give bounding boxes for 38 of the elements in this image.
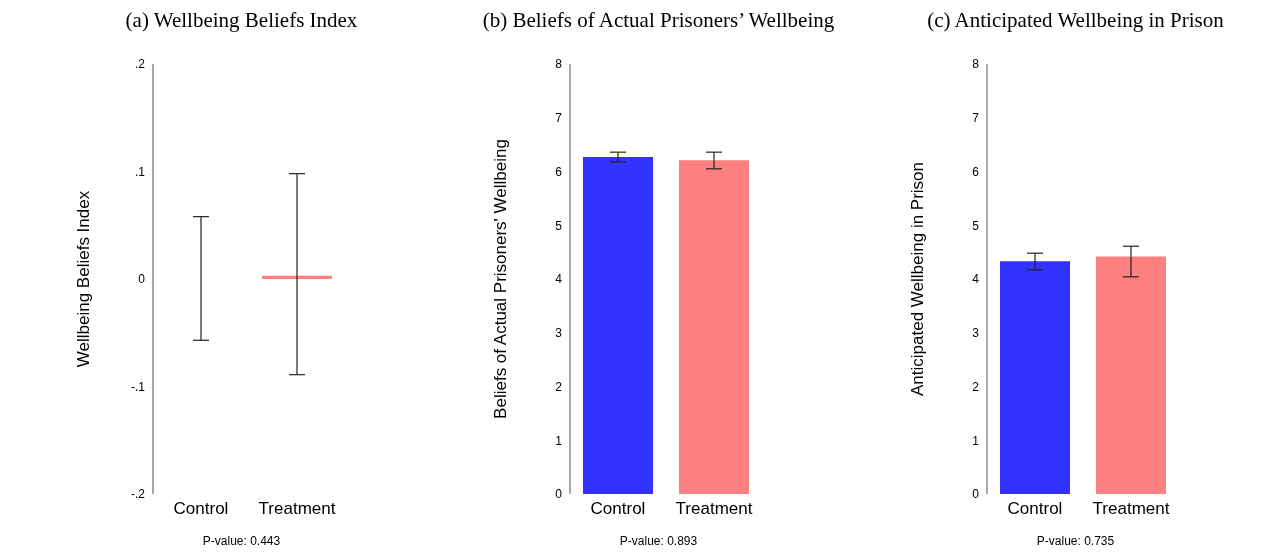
y-tick-label: 7	[555, 111, 563, 126]
y-tick-label: 8	[555, 57, 563, 72]
chart-title: (c) Anticipated Wellbeing in Prison	[926, 8, 1225, 34]
y-tick-label: 7	[972, 111, 980, 126]
y-tick-label: .2	[134, 57, 146, 72]
y-tick-label: 8	[972, 57, 980, 72]
y-tick-label: 4	[555, 272, 563, 287]
y-tick-label: 2	[972, 379, 980, 394]
y-tick-label: 2	[555, 379, 563, 394]
y-axis-title: Anticipated Wellbeing in Prison	[908, 161, 928, 397]
x-tick-label: Control	[1007, 499, 1063, 519]
y-tick-label: 3	[972, 326, 980, 341]
y-tick-label: 1	[972, 433, 980, 448]
y-tick-label: 0	[138, 272, 146, 287]
x-tick-label: Treatment	[258, 499, 336, 519]
x-tick-label: Control	[173, 499, 229, 519]
text: P-value: 0.893	[618, 534, 699, 548]
y-tick-label: .1	[134, 164, 146, 179]
y-tick-label: 0	[972, 487, 980, 502]
y-tick-label: -.1	[130, 379, 146, 394]
y-axis-title: Wellbeing Beliefs Index	[74, 190, 94, 368]
y-tick-label: 0	[555, 487, 563, 502]
y-tick-label: 3	[555, 326, 563, 341]
y-tick-label: 6	[972, 164, 980, 179]
chart-title: (a) Wellbeing Beliefs Index	[124, 8, 359, 34]
text: P-value: 0.735	[1035, 534, 1116, 548]
y-axis-title: Beliefs of Actual Prisoners' Wellbeing	[491, 139, 511, 419]
x-tick-label: Treatment	[1092, 499, 1170, 519]
y-tick-label: 5	[555, 218, 563, 233]
y-tick-label: -.2	[130, 487, 146, 502]
x-tick-label: Treatment	[675, 499, 753, 519]
text: P-value: 0.443	[201, 534, 282, 548]
y-tick-label: 5	[972, 218, 980, 233]
y-tick-label: 1	[555, 433, 563, 448]
x-tick-label: Control	[590, 499, 646, 519]
y-tick-label: 4	[972, 272, 980, 287]
y-tick-label: 6	[555, 164, 563, 179]
chart-title: (b) Beliefs of Actual Prisoners’ Wellbeing	[481, 8, 836, 34]
